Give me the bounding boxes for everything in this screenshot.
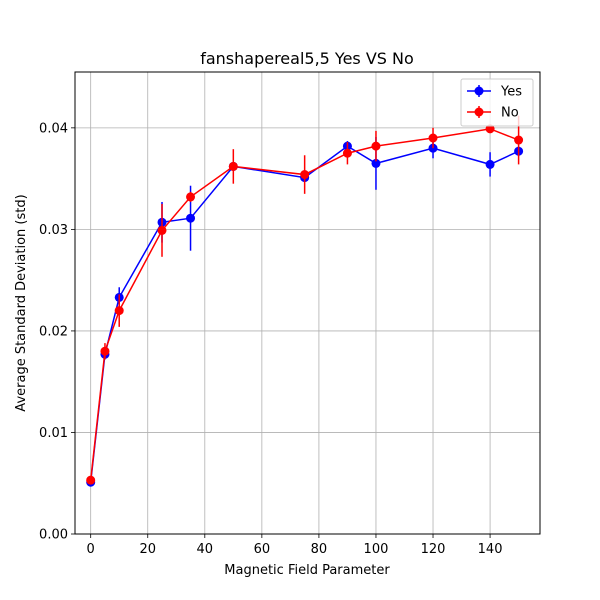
x-tick-label: 60 xyxy=(254,542,271,557)
legend-label: No xyxy=(501,106,519,121)
legend-label: Yes xyxy=(500,85,522,100)
legend-item-no: No xyxy=(467,106,519,121)
y-tick-label: 0.03 xyxy=(39,223,68,238)
data-point xyxy=(186,192,196,202)
data-point xyxy=(371,158,381,168)
x-axis-label: Magnetic Field Parameter xyxy=(224,563,390,578)
data-point xyxy=(86,475,96,485)
data-point xyxy=(514,135,524,145)
legend: Yes No xyxy=(460,78,534,127)
data-point xyxy=(428,133,438,143)
legend-box xyxy=(460,78,534,127)
data-point xyxy=(228,161,238,171)
data-point xyxy=(157,225,167,235)
data-point xyxy=(371,141,381,151)
legend-marker xyxy=(474,86,484,96)
y-tick-label: 0.02 xyxy=(39,324,68,339)
x-tick-label: 40 xyxy=(197,542,214,557)
x-tick-label: 0 xyxy=(87,542,95,557)
plot-frame xyxy=(74,71,541,535)
x-tick-label: 100 xyxy=(364,542,389,557)
x-tick-label: 20 xyxy=(139,542,156,557)
data-point xyxy=(485,159,495,169)
data-point xyxy=(186,213,196,223)
data-point xyxy=(485,124,495,134)
data-point xyxy=(100,346,110,356)
chart-title: fanshapereal5,5 Yes VS No xyxy=(200,49,414,68)
y-tick-label: 0.00 xyxy=(39,528,68,543)
x-tick-label: 120 xyxy=(421,542,446,557)
y-tick-label: 0.04 xyxy=(39,121,68,136)
series-line xyxy=(89,128,519,481)
x-tick-label: 80 xyxy=(311,542,328,557)
y-axis-label: Average Standard Deviation (std) xyxy=(14,194,29,411)
data-point xyxy=(114,306,124,316)
series-layer xyxy=(86,115,524,487)
series-no xyxy=(86,115,524,485)
legend-item-yes: Yes xyxy=(467,85,522,100)
x-tick-label: 140 xyxy=(478,542,503,557)
data-point xyxy=(300,170,310,180)
data-point xyxy=(342,148,352,158)
y-tick-label: 0.01 xyxy=(39,426,68,441)
legend-marker xyxy=(474,107,484,117)
ticks: 0 20 40 60 80 100 120 140 0.00 0.01 0.02 0.03 0.04 xyxy=(39,121,502,557)
